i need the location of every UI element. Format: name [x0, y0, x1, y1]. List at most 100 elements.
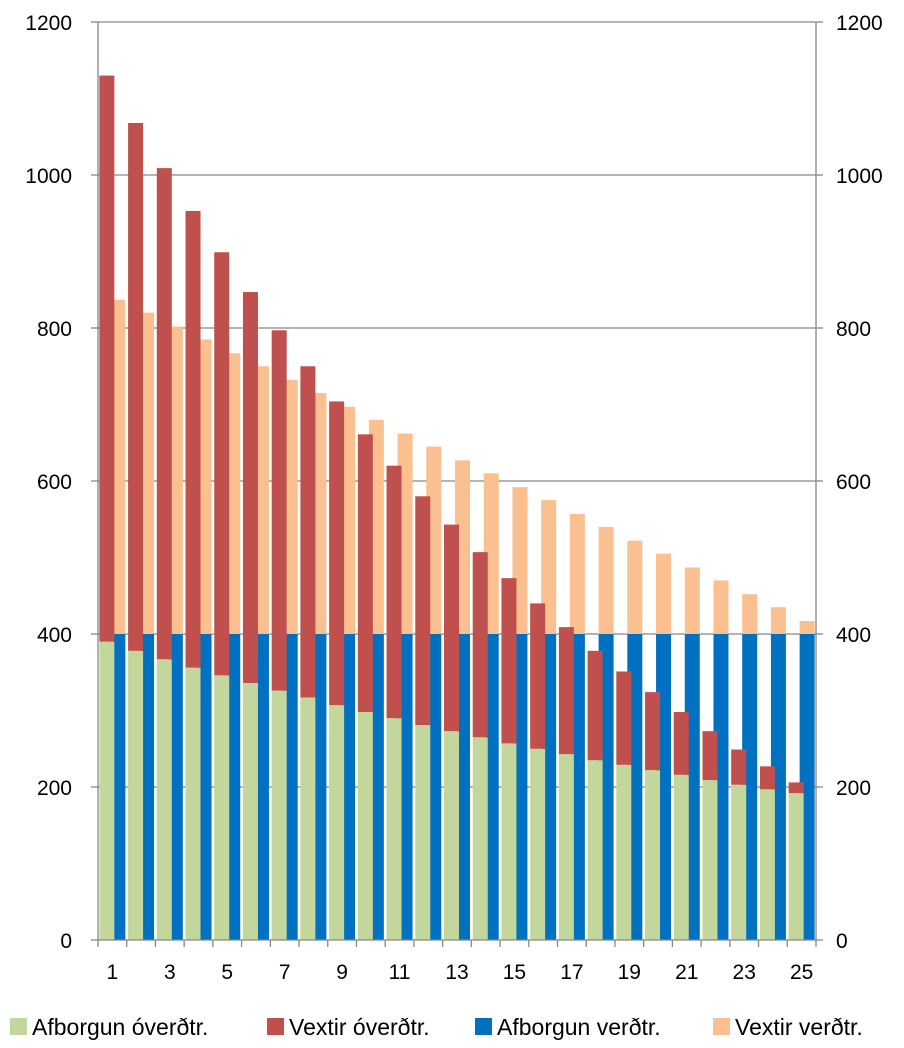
x-axis-labels: 1 3 5 7 9 11 13 15 17 19 21 23 25	[107, 961, 814, 984]
bar-afborgun-overdtr	[788, 793, 804, 940]
bar-afborgun-overdtr	[731, 784, 747, 940]
y-tick-label: 600	[37, 471, 72, 494]
bar-vextir-overdtr	[128, 122, 144, 651]
bar-afborgun-overdtr	[300, 697, 316, 940]
bar-afborgun-overdtr	[386, 718, 402, 940]
bar-vextir-verdtr	[799, 620, 815, 634]
y-tick-label: 400	[37, 624, 72, 647]
bar-vextir-overdtr	[788, 782, 804, 794]
bar-vextir-overdtr	[444, 524, 459, 732]
x-tick-label: 5	[221, 961, 233, 984]
x-tick-label: 7	[279, 961, 291, 984]
secondary-y-tick-label: 0	[836, 930, 848, 953]
bar-vextir-verdtr	[770, 607, 786, 634]
bar-afborgun-overdtr	[472, 737, 488, 940]
bar-vextir-verdtr	[627, 540, 643, 634]
x-tick-label: 1	[107, 961, 119, 984]
bar-vextir-overdtr	[673, 712, 689, 775]
x-tick-label: 19	[618, 961, 641, 984]
x-tick-label: 13	[445, 961, 468, 984]
bar-vextir-overdtr	[386, 465, 402, 719]
secondary-y-tick-label: 200	[836, 777, 871, 800]
bar-vextir-verdtr	[684, 567, 700, 634]
x-tick-label: 17	[560, 961, 583, 984]
bar-afborgun-overdtr	[501, 743, 517, 940]
bar-vextir-overdtr	[530, 603, 546, 749]
secondary-y-tick-label: 400	[836, 624, 871, 647]
bar-afborgun-overdtr	[558, 754, 574, 940]
bar-vextir-overdtr	[645, 692, 661, 771]
bars	[99, 75, 815, 940]
bar-afborgun-overdtr	[156, 659, 172, 940]
bar-afborgun-overdtr	[271, 690, 287, 940]
bar-vextir-overdtr	[271, 330, 287, 691]
legend-label: Vextir verðtr.	[735, 1014, 863, 1040]
legend-swatch	[713, 1018, 730, 1035]
bar-afborgun-overdtr	[444, 731, 459, 940]
x-tick-label: 23	[733, 961, 756, 984]
bar-vextir-overdtr	[357, 434, 373, 713]
legend-swatch	[475, 1018, 492, 1035]
x-tick-label: 3	[164, 961, 176, 984]
bar-vextir-overdtr	[616, 671, 632, 765]
x-tick-label: 11	[389, 961, 411, 984]
y-tick-label: 200	[37, 777, 72, 800]
y-axis-labels: 0 200 400 600 800 1000 1200	[25, 12, 72, 953]
secondary-y-tick-label: 800	[836, 318, 871, 341]
y-tick-label: 1200	[25, 12, 72, 35]
bar-afborgun-overdtr	[645, 770, 661, 940]
bar-afborgun-overdtr	[530, 748, 546, 940]
bar-vextir-overdtr	[558, 627, 574, 755]
bar-vextir-verdtr	[656, 553, 672, 634]
bar-afborgun-overdtr	[99, 641, 115, 940]
x-tick-label: 25	[790, 961, 813, 984]
y-tick-label: 0	[60, 930, 72, 953]
x-tick-label: 9	[336, 961, 348, 984]
bar-vextir-overdtr	[185, 210, 201, 668]
bar-vextir-overdtr	[472, 552, 488, 738]
bar-vextir-overdtr	[731, 749, 747, 785]
bar-vextir-overdtr	[329, 401, 345, 706]
bar-afborgun-overdtr	[214, 675, 230, 940]
y-tick-label: 800	[37, 318, 72, 341]
bar-vextir-overdtr	[156, 168, 172, 660]
x-tick-label: 21	[675, 961, 698, 984]
bar-vextir-overdtr	[242, 292, 258, 683]
legend-swatch	[267, 1018, 284, 1035]
bar-afborgun-overdtr	[415, 725, 431, 940]
bar-afborgun-overdtr	[759, 789, 775, 940]
bar-vextir-overdtr	[99, 75, 115, 642]
bar-vextir-verdtr	[598, 526, 614, 634]
legend-label: Afborgun verðtr.	[497, 1014, 661, 1040]
secondary-y-axis-labels: 0 200 400 600 800 1000 1200	[836, 12, 883, 953]
bar-vextir-overdtr	[501, 578, 517, 744]
bar-afborgun-overdtr	[242, 682, 258, 940]
secondary-y-tick-label: 600	[836, 471, 871, 494]
bar-afborgun-overdtr	[702, 780, 718, 940]
bar-vextir-verdtr	[742, 594, 758, 634]
bar-vextir-verdtr	[713, 580, 729, 634]
x-tick-label: 15	[503, 961, 526, 984]
bar-vextir-verdtr	[541, 500, 557, 634]
bar-afborgun-overdtr	[329, 705, 345, 940]
bar-vextir-verdtr	[569, 513, 585, 634]
bar-vextir-overdtr	[300, 366, 316, 698]
bar-afborgun-overdtr	[128, 650, 144, 940]
bar-vextir-overdtr	[214, 252, 230, 676]
y-tick-label: 1000	[25, 165, 72, 188]
bar-vextir-overdtr	[415, 496, 431, 726]
secondary-y-tick-label: 1000	[836, 165, 883, 188]
bar-afborgun-overdtr	[587, 760, 603, 940]
legend-label: Vextir óverðtr.	[289, 1014, 430, 1040]
legend: Afborgun óverðtr. Vextir óverðtr. Afborgun…	[10, 1014, 863, 1040]
legend-label: Afborgun óverðtr.	[32, 1014, 208, 1040]
bar-afborgun-overdtr	[673, 774, 689, 940]
bar-vextir-overdtr	[759, 766, 775, 790]
secondary-y-tick-label: 1200	[836, 12, 883, 35]
legend-swatch	[10, 1018, 27, 1035]
bar-vextir-overdtr	[587, 650, 603, 761]
bar-afborgun-overdtr	[185, 667, 201, 940]
bar-afborgun-overdtr	[357, 712, 373, 940]
bar-vextir-overdtr	[702, 731, 718, 781]
